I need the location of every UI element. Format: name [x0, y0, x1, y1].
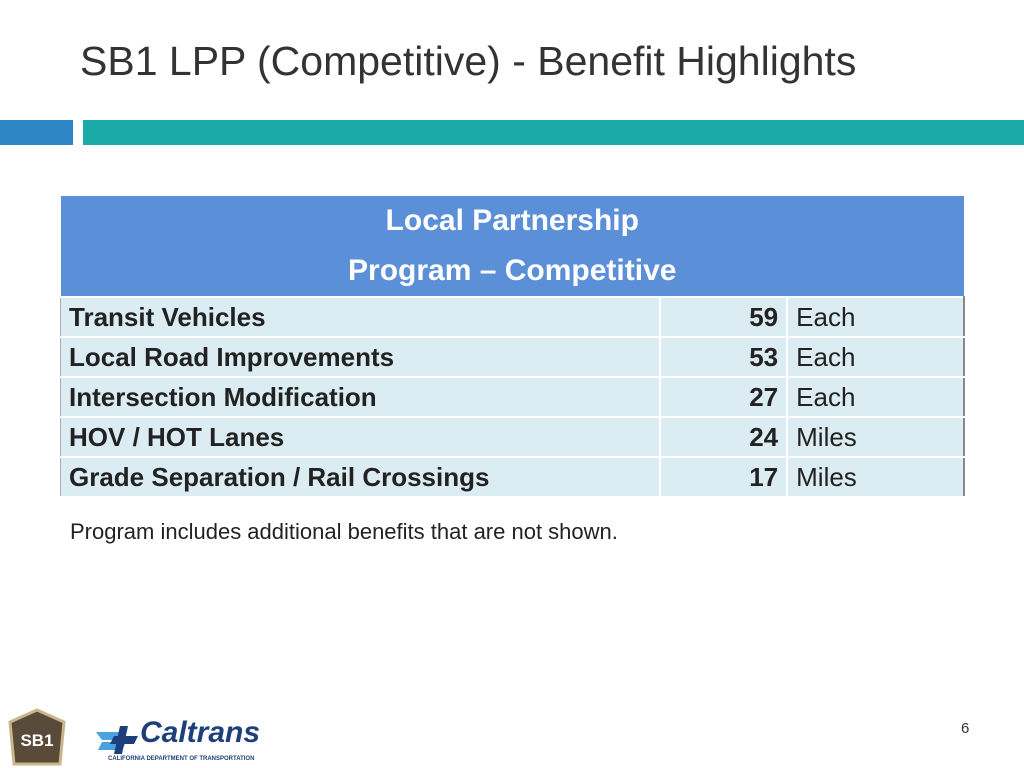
row-value: 27 — [659, 376, 789, 418]
table-row: HOV / HOT Lanes 24 Miles — [60, 416, 965, 458]
badge-shape — [8, 708, 66, 766]
caltrans-name: Caltrans — [140, 716, 261, 749]
row-value: 17 — [659, 456, 789, 498]
table-header: Local Partnership Program – Competitive — [60, 196, 964, 297]
row-value: 24 — [659, 416, 789, 458]
slide-title: SB1 LPP (Competitive) - Benefit Highligh… — [80, 38, 857, 84]
row-label: Local Road Improvements — [60, 336, 662, 378]
accent-bar — [83, 120, 1024, 145]
row-label: Transit Vehicles — [60, 296, 662, 338]
row-label: HOV / HOT Lanes — [60, 416, 662, 458]
benefits-table: Local Partnership Program – Competitive T… — [60, 196, 965, 498]
sb1-text: SB1 — [20, 731, 53, 750]
footnote: Program includes additional benefits tha… — [70, 519, 618, 544]
sb1-logo: SB1 — [8, 708, 66, 766]
header-line: Program – Competitive — [348, 254, 677, 287]
row-unit: Miles — [786, 416, 965, 458]
caltrans-icon — [96, 726, 138, 754]
row-unit: Each — [786, 296, 965, 338]
row-unit: Miles — [786, 456, 965, 498]
table-row: Grade Separation / Rail Crossings 17 Miles — [60, 456, 965, 498]
row-label: Grade Separation / Rail Crossings — [60, 456, 662, 498]
row-unit: Each — [786, 376, 965, 418]
row-value: 53 — [659, 336, 789, 378]
accent-bar — [0, 120, 73, 145]
row-label: Intersection Modification — [60, 376, 662, 418]
caltrans-subtitle: CALIFORNIA DEPARTMENT OF TRANSPORTATION — [108, 756, 255, 762]
header-line: Local Partnership — [385, 204, 639, 237]
row-unit: Each — [786, 336, 965, 378]
table-row: Local Road Improvements 53 Each — [60, 336, 965, 378]
row-value: 59 — [659, 296, 789, 338]
table-row: Intersection Modification 27 Each — [60, 376, 965, 418]
table-row: Transit Vehicles 59 Each — [60, 296, 965, 338]
page-number: 6 — [961, 720, 970, 737]
